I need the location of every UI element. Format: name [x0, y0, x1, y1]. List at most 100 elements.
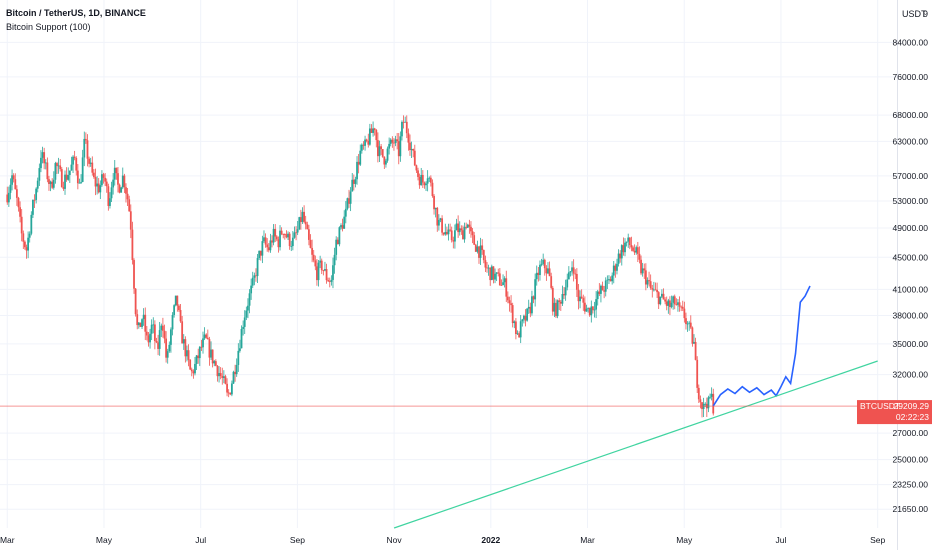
candle-body — [7, 192, 10, 203]
candle-body — [505, 278, 508, 297]
price-tag-countdown: 02:22:23 — [896, 412, 929, 422]
candle-body — [460, 228, 463, 231]
candle-body — [529, 306, 532, 314]
candle-body — [588, 307, 591, 316]
candle-body — [158, 330, 161, 349]
candle-body — [656, 289, 658, 293]
candle-body — [261, 241, 264, 256]
candle-body — [328, 281, 331, 283]
candle-body — [335, 239, 338, 255]
candle-body — [288, 233, 291, 247]
candle-body — [436, 207, 439, 226]
candle-body — [667, 300, 670, 306]
candle-body — [627, 237, 630, 242]
candle-body — [356, 161, 358, 180]
candle-body — [540, 263, 543, 265]
candle-body — [137, 322, 140, 326]
candle-body — [572, 267, 575, 274]
x-tick-labels: Mar May Jul Sep Nov 2022 Mar May Jul Sep — [0, 535, 885, 545]
candle-body — [46, 162, 49, 180]
candle-body — [248, 293, 251, 306]
currency-unit[interactable]: USDT — [902, 9, 927, 19]
candle-body — [349, 191, 352, 204]
candle-body — [133, 260, 135, 289]
candle-body — [348, 198, 350, 204]
x-tick-label: May — [676, 535, 693, 545]
candle-body — [247, 305, 249, 311]
candle-body — [566, 279, 569, 288]
candle-body — [237, 350, 240, 365]
candle-body — [444, 231, 447, 235]
candle-body — [14, 179, 17, 190]
projection-line[interactable] — [712, 285, 811, 407]
candle-body — [643, 268, 646, 271]
candle-body — [86, 140, 89, 159]
candle-body — [486, 267, 488, 269]
candle-body — [340, 225, 342, 228]
candle-body — [537, 272, 540, 276]
candle-body — [699, 399, 702, 403]
candle-body — [309, 239, 312, 248]
candle-body — [171, 314, 174, 330]
candle-body — [608, 279, 610, 280]
candle-body — [503, 278, 506, 283]
candle-body — [569, 271, 572, 273]
candle-body — [465, 226, 468, 228]
x-tick-label: Sep — [870, 535, 885, 545]
candle-body — [129, 211, 132, 230]
candle-body — [312, 254, 315, 261]
candle-body — [665, 301, 668, 306]
candle-body — [622, 245, 625, 253]
candle-body — [101, 174, 103, 186]
candle-body — [508, 300, 511, 304]
candle-body — [664, 299, 667, 302]
candle-body — [303, 211, 305, 222]
candle-body — [454, 230, 456, 242]
candle-body — [519, 321, 522, 338]
candle-body — [481, 245, 484, 251]
candle-body — [672, 296, 675, 303]
candle-body — [56, 163, 58, 167]
candle-body — [583, 302, 586, 312]
candle-body — [364, 139, 366, 146]
support-trendline[interactable] — [393, 360, 878, 529]
candle-body — [70, 164, 73, 171]
candle-body — [539, 264, 541, 276]
candle-body — [198, 346, 201, 359]
candle-body — [94, 177, 97, 187]
candle-body — [163, 330, 166, 339]
candle-body — [567, 272, 570, 280]
candle-body — [96, 183, 99, 187]
candle-body — [314, 260, 317, 267]
candle-body — [308, 229, 310, 240]
candle-body — [457, 223, 460, 233]
candle-body — [80, 181, 82, 183]
candle-body — [134, 288, 137, 315]
candle-body — [49, 181, 52, 185]
candle-body — [495, 272, 498, 274]
candle-body — [155, 340, 158, 343]
candle-body — [575, 273, 578, 290]
candle-body — [68, 170, 71, 176]
candle-body — [67, 175, 70, 180]
candle-body — [150, 324, 153, 334]
candle-body — [527, 306, 530, 309]
candle-body — [510, 303, 512, 306]
candle-body — [128, 199, 131, 212]
x-tick-label: 2022 — [481, 535, 500, 545]
candle-body — [73, 156, 76, 158]
candle-body — [176, 295, 179, 306]
candle-body — [710, 393, 713, 397]
candle-body — [54, 163, 57, 180]
candle-body — [52, 179, 55, 188]
candle-body — [373, 128, 376, 131]
candle-body — [372, 128, 374, 133]
candle-body — [410, 149, 413, 151]
candle-body — [704, 403, 707, 405]
candle-body — [184, 339, 187, 357]
candle-body — [677, 302, 679, 305]
candle-body — [571, 267, 573, 272]
candle-body — [564, 287, 567, 296]
candle-body — [545, 268, 548, 274]
